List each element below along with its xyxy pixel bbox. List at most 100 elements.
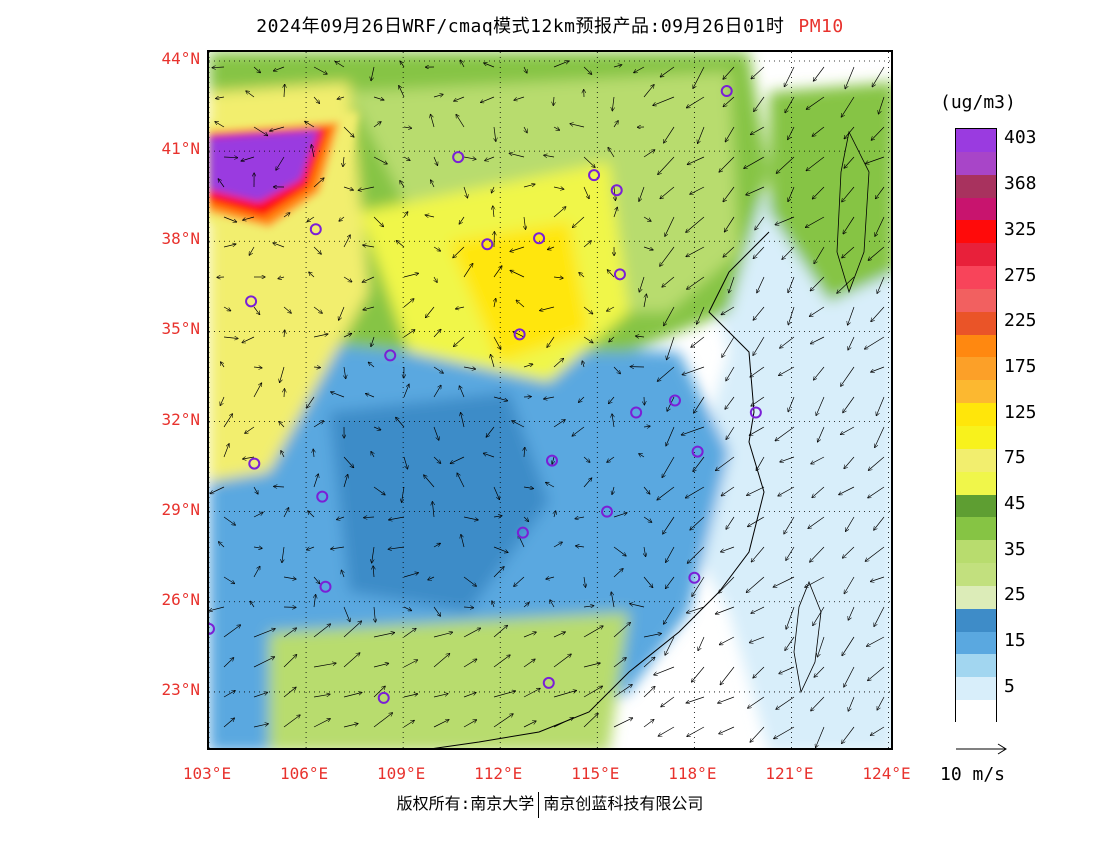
wind-arrow xyxy=(212,67,225,68)
wind-arrow xyxy=(643,150,655,158)
wind-arrow xyxy=(841,426,855,434)
wind-arrow xyxy=(609,336,615,342)
wind-arrow xyxy=(484,63,495,68)
wind-vectors xyxy=(209,60,885,747)
wind-arrow xyxy=(658,366,675,381)
wind-arrow xyxy=(544,155,555,157)
wind-arrow xyxy=(403,212,408,218)
wind-arrow xyxy=(843,216,855,234)
wind-arrow xyxy=(751,66,765,79)
wind-arrow xyxy=(583,306,593,314)
wind-arrow xyxy=(723,66,735,79)
wind-arrow xyxy=(523,516,528,521)
wind-arrow xyxy=(343,156,344,167)
station-marker xyxy=(384,349,397,362)
wind-arrow xyxy=(245,426,255,433)
wind-arrow xyxy=(784,66,795,87)
wind-arrow xyxy=(667,336,675,360)
longitude-label: 124°E xyxy=(862,764,911,783)
wind-arrow xyxy=(463,367,475,369)
wind-arrow xyxy=(253,306,260,314)
station-marker xyxy=(452,151,465,164)
wind-arrow xyxy=(241,156,255,161)
wind-arrow xyxy=(510,271,525,278)
wind-arrow xyxy=(719,576,735,593)
wind-arrow xyxy=(523,603,529,608)
wind-arrow xyxy=(493,655,510,668)
wind-arrow xyxy=(283,577,296,579)
wind-arrow xyxy=(553,207,566,218)
wind-arrow xyxy=(665,216,675,236)
wind-arrow xyxy=(514,96,525,100)
wind-arrow xyxy=(431,180,435,188)
station-marker xyxy=(668,394,681,407)
wind-arrow xyxy=(313,367,320,368)
wind-arrow xyxy=(613,65,622,67)
colorbar-swatch xyxy=(956,585,996,610)
wind-arrow xyxy=(366,394,375,398)
wind-arrow xyxy=(879,96,885,114)
wind-arrow xyxy=(450,456,465,463)
wind-arrow xyxy=(313,576,320,584)
wind-arrow xyxy=(494,126,496,141)
wind-arrow xyxy=(779,666,795,674)
station-marker xyxy=(610,184,623,197)
wind-arrow xyxy=(811,336,825,344)
wind-arrow xyxy=(654,666,675,675)
wind-arrow xyxy=(270,126,285,131)
wind-arrow xyxy=(726,426,735,439)
wind-arrow xyxy=(363,245,375,247)
wind-arrow xyxy=(584,576,586,587)
wind-arrow xyxy=(877,276,885,293)
wind-arrow xyxy=(461,413,465,428)
wind-arrow xyxy=(363,306,375,310)
wind-arrow xyxy=(493,486,499,499)
wind-arrow xyxy=(433,156,438,165)
wind-arrow xyxy=(663,516,675,534)
wind-arrow xyxy=(373,663,389,668)
title-main: 2024年09月26日WRF/cmaq模式12km预报产品:09月26日01时 xyxy=(256,16,785,37)
coastline xyxy=(433,231,770,748)
wind-arrow xyxy=(249,246,255,255)
wind-arrow xyxy=(613,569,623,578)
wind-arrow xyxy=(463,186,468,198)
wind-arrow xyxy=(434,276,437,282)
wind-arrow xyxy=(553,632,565,638)
colorbar-tick-label: 25 xyxy=(1004,584,1026,606)
wind-arrow xyxy=(750,726,765,742)
wind-arrow xyxy=(868,246,885,260)
dust-plume xyxy=(209,112,359,242)
wind-arrow xyxy=(509,153,525,158)
wind-arrow xyxy=(463,659,477,668)
wind-arrow xyxy=(818,426,825,442)
wind-arrow xyxy=(313,421,324,428)
wind-arrow xyxy=(664,606,675,624)
wind-arrow xyxy=(810,546,825,562)
station-marker xyxy=(516,526,529,539)
wind-arrow xyxy=(403,629,416,638)
wind-arrow xyxy=(544,397,555,399)
wind-arrow xyxy=(524,66,527,73)
wind-arrow xyxy=(246,91,255,98)
wind-arrow xyxy=(848,306,855,325)
wind-arrow xyxy=(657,486,675,500)
wind-arrow xyxy=(276,156,285,170)
wind-arrow xyxy=(753,666,765,678)
wind-arrow xyxy=(456,307,465,309)
wind-arrow xyxy=(514,576,525,586)
wind-arrow xyxy=(576,546,585,547)
longitude-label: 118°E xyxy=(668,764,717,783)
wind-arrow xyxy=(523,487,533,489)
wind-arrow xyxy=(583,626,603,638)
wind-arrow xyxy=(215,122,225,128)
colorbar-swatch xyxy=(956,334,996,358)
wind-arrow xyxy=(757,276,765,293)
wind-arrow xyxy=(662,276,675,287)
wind-arrow xyxy=(337,97,345,99)
wind-arrow xyxy=(432,502,434,518)
wind-arrow xyxy=(660,246,675,266)
wind-arrow xyxy=(842,726,855,743)
station-marker xyxy=(245,295,258,308)
station-marker xyxy=(319,580,332,593)
wind-arrow xyxy=(613,623,630,638)
